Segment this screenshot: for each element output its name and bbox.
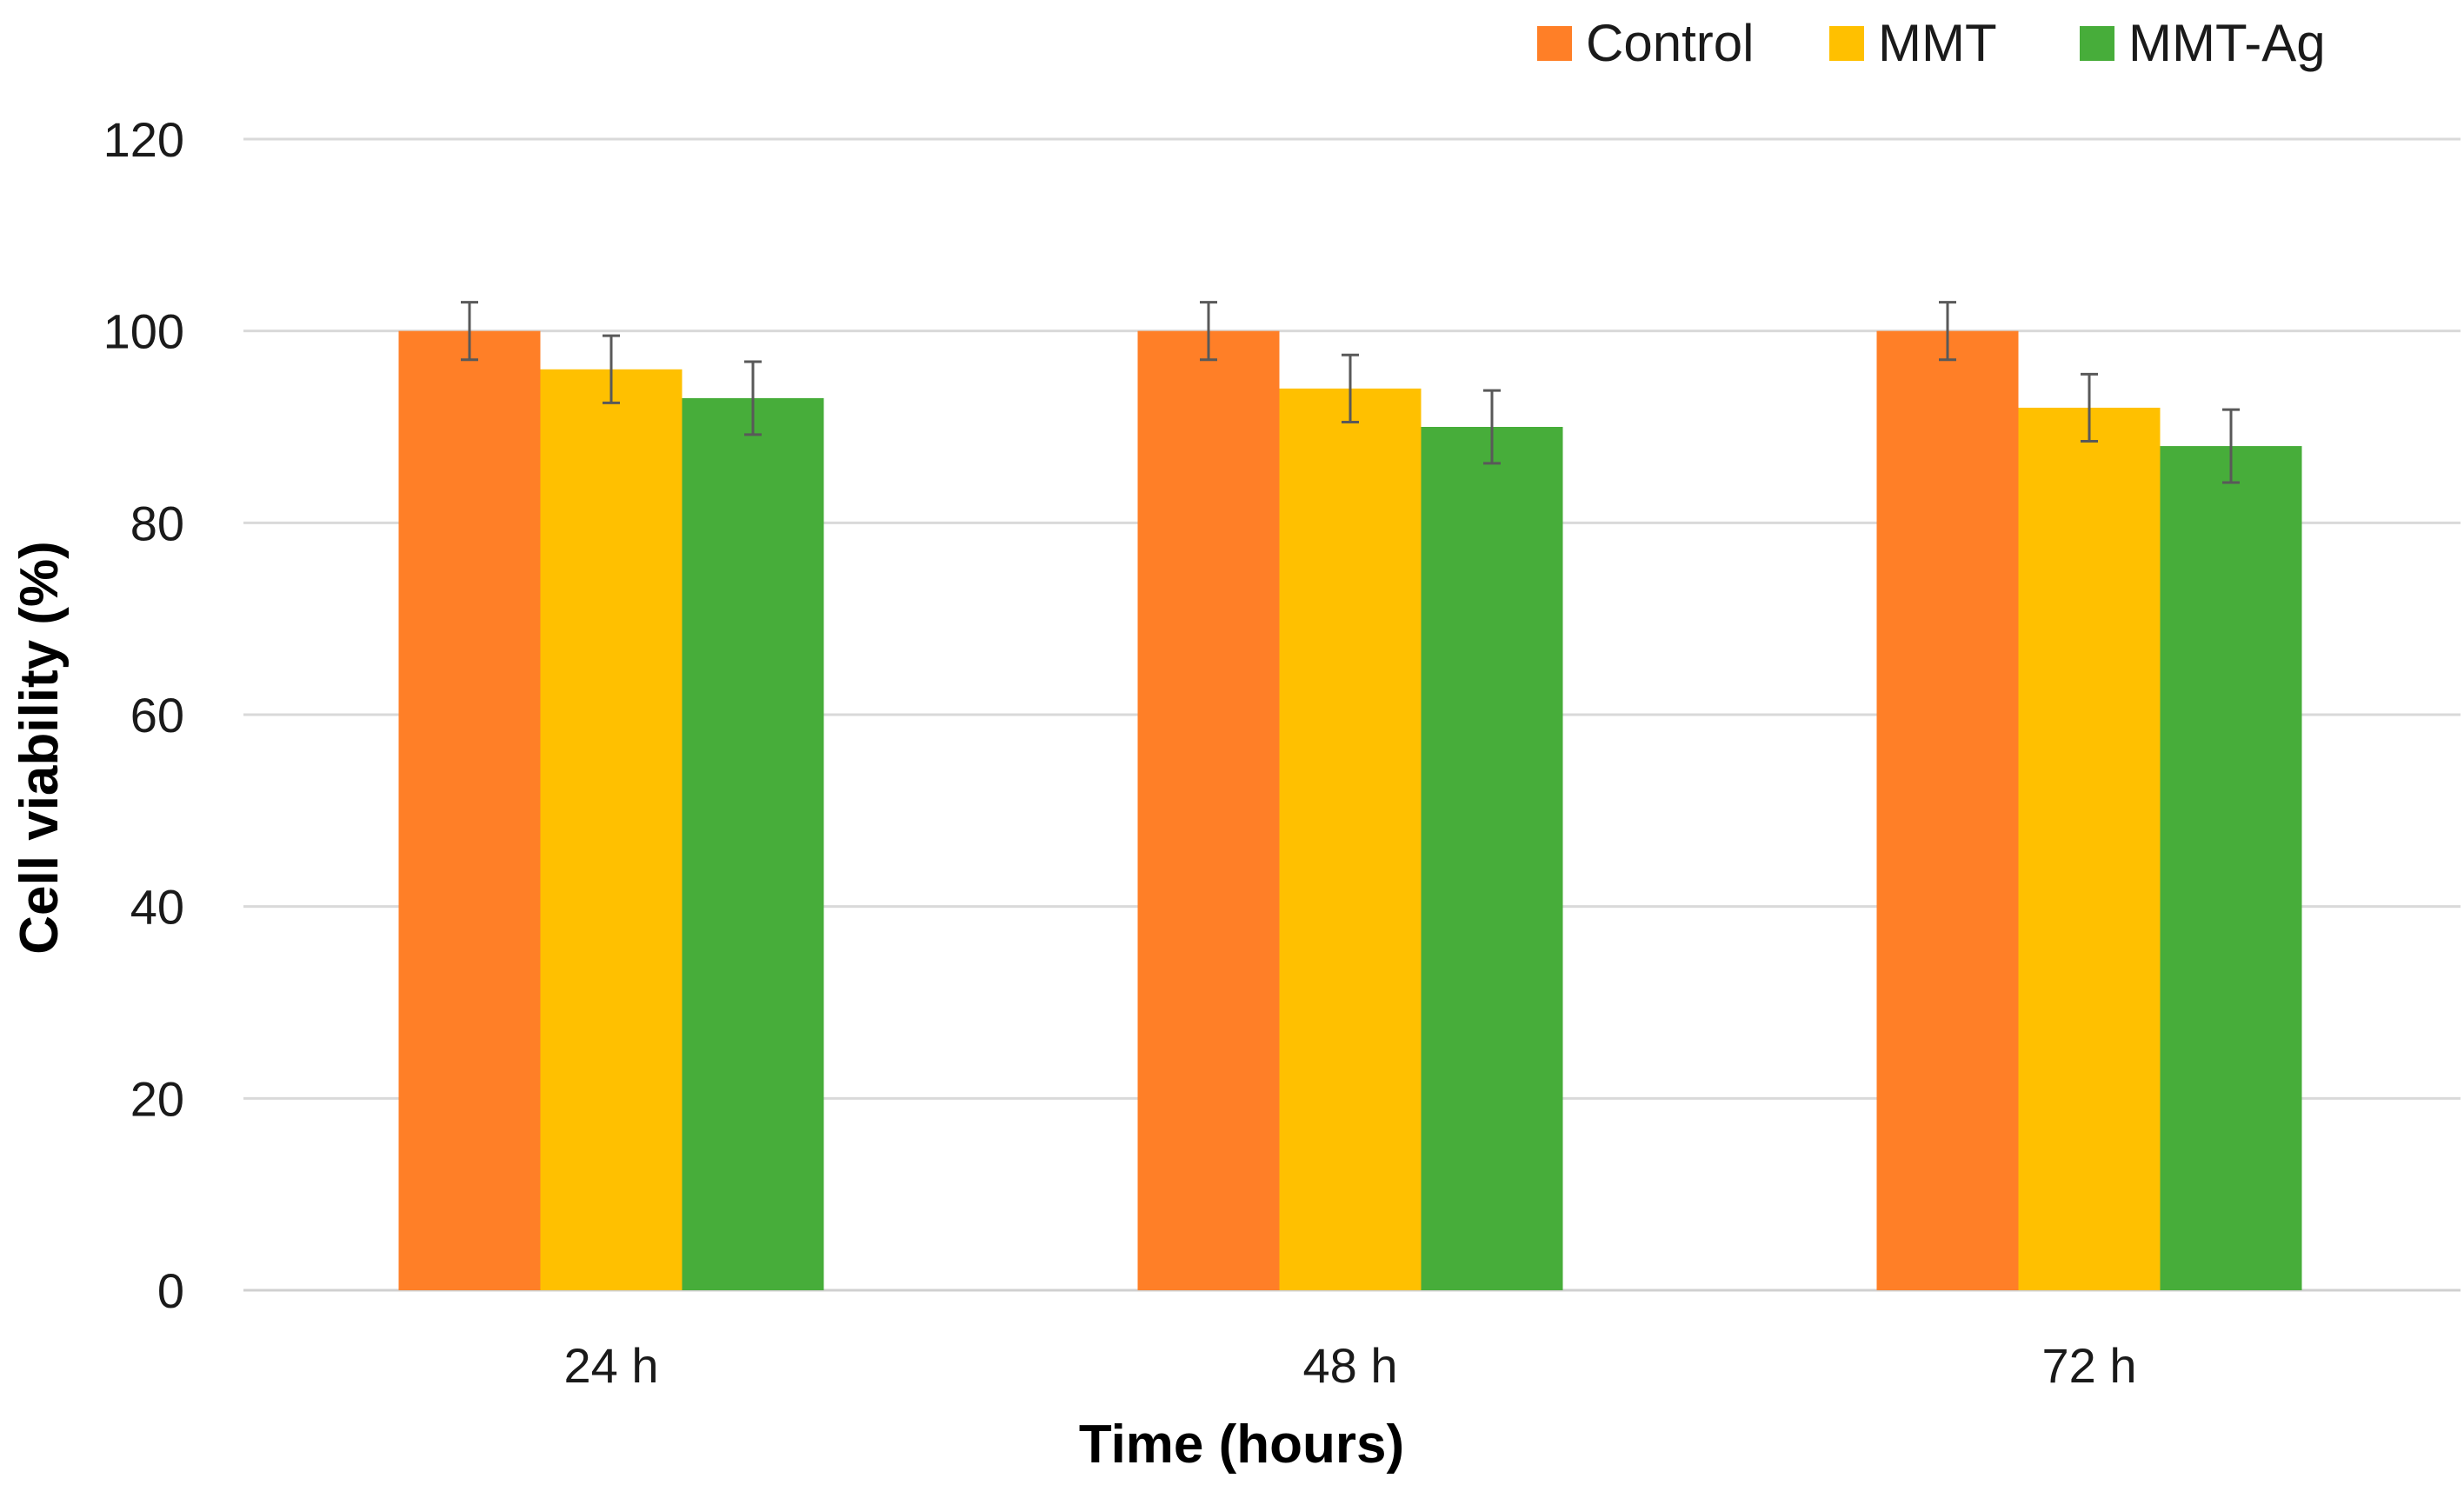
bar-control-72h [1876, 330, 2019, 1291]
y-axis-ticks: 0 20 40 60 80 100 120 [103, 112, 184, 1318]
y-tick-label: 80 [130, 496, 184, 550]
x-axis-title: Time (hours) [1079, 1415, 1404, 1475]
error-bar-mmt-24h [603, 334, 620, 404]
y-tick-label: 60 [130, 688, 184, 742]
legend-swatch [1829, 26, 1864, 61]
x-axis-ticks: 24 h 48 h 72 h [564, 1338, 2137, 1393]
bar-mmt-ag-72h [2160, 446, 2302, 1290]
y-tick-label: 120 [103, 112, 184, 167]
x-tick-label: 24 h [564, 1338, 659, 1393]
error-bar-control-72h [1939, 301, 1956, 362]
error-bar-mmt-48h [1342, 353, 1359, 423]
legend-item-mmt-ag: MMT-Ag [2080, 14, 2326, 72]
bar-mmt-72h [2018, 407, 2161, 1290]
error-bar-control-48h [1200, 301, 1217, 362]
y-axis-title: Cell viability (%) [10, 541, 70, 954]
legend-item-mmt: MMT [1829, 14, 1997, 72]
error-bar-mmt-ag-48h [1483, 389, 1501, 465]
legend-label: MMT-Ag [2128, 14, 2326, 72]
x-tick-label: 48 h [1303, 1338, 1398, 1393]
bar-control-24h [398, 330, 541, 1291]
y-tick-label: 20 [130, 1071, 184, 1126]
legend-swatch [1537, 26, 1572, 61]
bars [398, 330, 2302, 1291]
error-bars [461, 301, 2240, 484]
bar-mmt-48h [1279, 388, 1422, 1290]
bar-control-48h [1137, 330, 1280, 1291]
x-tick-label: 72 h [2042, 1338, 2137, 1393]
bar-mmt-ag-24h [682, 397, 824, 1290]
error-bar-mmt-72h [2081, 372, 2098, 443]
bar-mmt-24h [540, 369, 683, 1290]
error-bar-mmt-ag-72h [2222, 408, 2240, 484]
legend: Control MMT MMT-Ag [1537, 14, 2326, 72]
y-tick-label: 0 [157, 1263, 184, 1318]
legend-item-control: Control [1537, 14, 1754, 72]
error-bar-mmt-ag-24h [744, 360, 762, 436]
legend-swatch [2080, 26, 2114, 61]
y-tick-label: 40 [130, 880, 184, 935]
error-bar-control-24h [461, 301, 478, 362]
legend-label: MMT [1878, 14, 1997, 72]
y-tick-label: 100 [103, 304, 184, 359]
bar-mmt-ag-48h [1421, 427, 1563, 1290]
legend-label: Control [1586, 14, 1754, 72]
